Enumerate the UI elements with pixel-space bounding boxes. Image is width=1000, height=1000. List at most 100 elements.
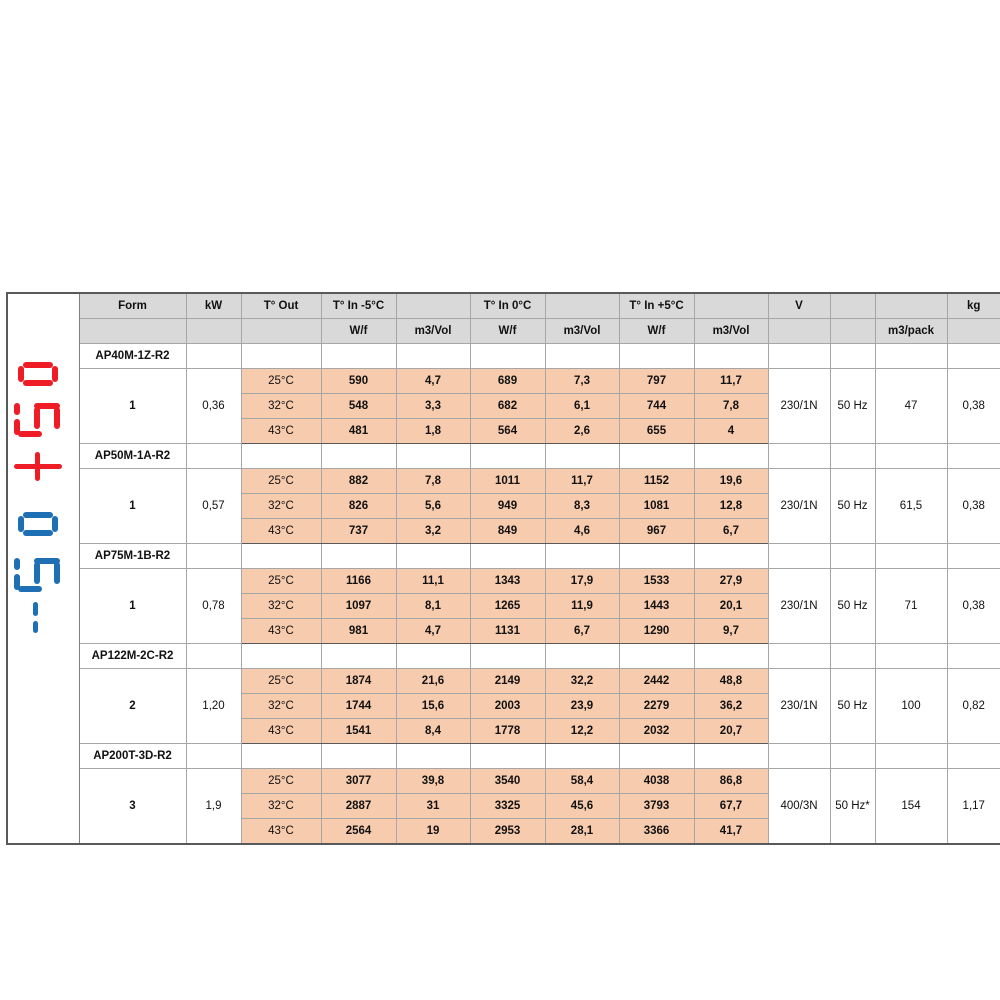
- wf-plus5-cell: 744: [618, 393, 695, 419]
- header-t-in-minus5-sub: [395, 292, 471, 319]
- vol-plus5-cell: 67,7: [693, 793, 769, 819]
- header-t-in-plus5-sub: [693, 292, 769, 319]
- wf-plus5-cell: 797: [618, 368, 695, 394]
- wf-plus5-cell: 2442: [618, 668, 695, 694]
- vol-0-cell: 58,4: [544, 768, 620, 794]
- empty-cell: [946, 743, 1000, 769]
- empty-cell: [618, 543, 695, 569]
- vol-plus5-cell: 9,7: [693, 618, 769, 644]
- voltage-value-cell: 230/1N: [767, 568, 831, 644]
- subheader-vol-minus5: m3/Vol: [395, 318, 471, 344]
- wf-minus5-cell: 2564: [320, 818, 397, 845]
- header-t-in-0: T° In 0°C: [469, 292, 546, 319]
- empty-cell: [240, 643, 322, 669]
- vol-plus5-cell: 19,6: [693, 468, 769, 494]
- empty-cell: [618, 343, 695, 369]
- empty-cell: [469, 743, 546, 769]
- empty-cell: [544, 443, 620, 469]
- header-kw: kW: [185, 292, 242, 319]
- m3-pack-value-cell: 100: [874, 668, 948, 744]
- empty-cell: [395, 743, 471, 769]
- vol-minus5-cell: 4,7: [395, 618, 471, 644]
- temp-out-cell: 43°C: [240, 618, 322, 644]
- wf-minus5-cell: 2887: [320, 793, 397, 819]
- wf-plus5-cell: 1081: [618, 493, 695, 519]
- voltage-value-cell: 230/1N: [767, 368, 831, 444]
- wf-plus5-cell: 1290: [618, 618, 695, 644]
- wf-0-cell: 2149: [469, 668, 546, 694]
- table-row: 32°C 826 5,6 949 8,3 1081 12,8: [7, 493, 1000, 519]
- vol-minus5-cell: 5,6: [395, 493, 471, 519]
- model-header-row: AP40M-1Z-R2: [7, 343, 1000, 369]
- kg-value-cell: 0,82: [946, 668, 1000, 744]
- table-row: 32°C 1744 15,6 2003 23,9 2279 36,2: [7, 693, 1000, 719]
- empty-cell: [767, 643, 831, 669]
- model-name-cell: AP122M-2C-R2: [78, 643, 187, 669]
- subheader-kg: [946, 318, 1000, 344]
- empty-cell: [829, 643, 876, 669]
- wf-minus5-cell: 1744: [320, 693, 397, 719]
- subheader-vol-0: m3/Vol: [544, 318, 620, 344]
- frequency-value-cell: 50 Hz: [829, 368, 876, 444]
- vol-0-cell: 11,7: [544, 468, 620, 494]
- temp-out-cell: 43°C: [240, 418, 322, 444]
- empty-cell: [829, 743, 876, 769]
- voltage-value-cell: 230/1N: [767, 468, 831, 544]
- temp-out-cell: 43°C: [240, 518, 322, 544]
- subheader-wf-plus5: W/f: [618, 318, 695, 344]
- wf-plus5-cell: 1533: [618, 568, 695, 594]
- wf-minus5-cell: 481: [320, 418, 397, 444]
- kw-value-cell: 0,57: [185, 468, 242, 544]
- empty-cell: [874, 643, 948, 669]
- wf-plus5-cell: 1152: [618, 468, 695, 494]
- vol-minus5-cell: 3,2: [395, 518, 471, 544]
- m3-pack-value-cell: 61,5: [874, 468, 948, 544]
- header-t-out: T° Out: [240, 292, 322, 319]
- kw-value-cell: 1,9: [185, 768, 242, 845]
- empty-cell: [767, 743, 831, 769]
- table-row: 43°C 1541 8,4 1778 12,2 2032 20,7: [7, 718, 1000, 744]
- vol-minus5-cell: 1,8: [395, 418, 471, 444]
- empty-cell: [693, 443, 769, 469]
- subheader-t-out: [240, 318, 322, 344]
- wf-plus5-cell: 4038: [618, 768, 695, 794]
- table-row: 43°C 737 3,2 849 4,6 967 6,7: [7, 518, 1000, 544]
- model-name-cell: AP200T-3D-R2: [78, 743, 187, 769]
- vol-plus5-cell: 20,1: [693, 593, 769, 619]
- kw-value-cell: 0,36: [185, 368, 242, 444]
- wf-minus5-cell: 3077: [320, 768, 397, 794]
- vol-0-cell: 45,6: [544, 793, 620, 819]
- empty-cell: [185, 643, 242, 669]
- kg-value-cell: 0,38: [946, 368, 1000, 444]
- vol-plus5-cell: 48,8: [693, 668, 769, 694]
- empty-cell: [240, 543, 322, 569]
- wf-0-cell: 2003: [469, 693, 546, 719]
- table-row: 2 1,20 25°C 1874 21,6 2149 32,2 2442 48,8 230/1N 5…: [7, 668, 1000, 744]
- header-kg: kg: [946, 292, 1000, 319]
- temp-out-cell: 43°C: [240, 818, 322, 845]
- m3-pack-value-cell: 47: [874, 368, 948, 444]
- empty-cell: [395, 543, 471, 569]
- vol-minus5-cell: 39,8: [395, 768, 471, 794]
- empty-cell: [618, 443, 695, 469]
- vol-plus5-cell: 4: [693, 418, 769, 444]
- vol-plus5-cell: 36,2: [693, 693, 769, 719]
- wf-plus5-cell: 2032: [618, 718, 695, 744]
- empty-cell: [693, 643, 769, 669]
- temp-out-cell: 32°C: [240, 393, 322, 419]
- vol-plus5-cell: 11,7: [693, 368, 769, 394]
- empty-cell: [320, 443, 397, 469]
- wf-plus5-cell: 3793: [618, 793, 695, 819]
- temp-out-cell: 43°C: [240, 718, 322, 744]
- table-row: 32°C 548 3,3 682 6,1 744 7,8: [7, 393, 1000, 419]
- wf-0-cell: 1778: [469, 718, 546, 744]
- empty-cell: [320, 543, 397, 569]
- model-header-row: AP50M-1A-R2: [7, 443, 1000, 469]
- wf-0-cell: 849: [469, 518, 546, 544]
- vol-minus5-cell: 15,6: [395, 693, 471, 719]
- empty-cell: [395, 643, 471, 669]
- header-t-in-plus5: T° In +5°C: [618, 292, 695, 319]
- wf-minus5-cell: 882: [320, 468, 397, 494]
- subheader-wf-0: W/f: [469, 318, 546, 344]
- vol-plus5-cell: 7,8: [693, 393, 769, 419]
